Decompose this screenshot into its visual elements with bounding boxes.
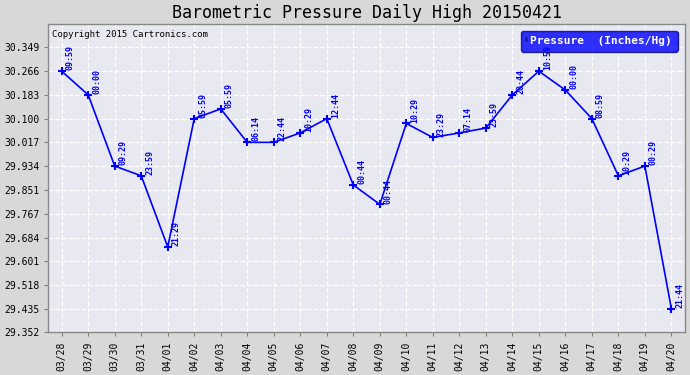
Text: 20:44: 20:44 <box>516 69 525 94</box>
Text: 21:44: 21:44 <box>676 283 684 308</box>
Text: 00:44: 00:44 <box>384 178 393 204</box>
Title: Barometric Pressure Daily High 20150421: Barometric Pressure Daily High 20150421 <box>172 4 562 22</box>
Text: 23:59: 23:59 <box>490 102 499 127</box>
Text: 09:29: 09:29 <box>119 140 128 165</box>
Text: 00:00: 00:00 <box>92 69 101 94</box>
Text: 00:44: 00:44 <box>357 159 366 184</box>
Text: 10:29: 10:29 <box>622 150 631 175</box>
Text: 09:59: 09:59 <box>66 45 75 70</box>
Text: 10:59: 10:59 <box>543 45 552 70</box>
Text: 06:14: 06:14 <box>251 117 260 141</box>
Text: 00:00: 00:00 <box>569 64 578 89</box>
Text: 22:44: 22:44 <box>278 117 287 141</box>
Text: 07:14: 07:14 <box>463 107 472 132</box>
Text: 10:29: 10:29 <box>304 107 313 132</box>
Text: 23:29: 23:29 <box>437 112 446 136</box>
Text: 05:59: 05:59 <box>198 93 207 118</box>
Text: 00:29: 00:29 <box>649 140 658 165</box>
Text: 10:29: 10:29 <box>411 98 420 123</box>
Text: 05:59: 05:59 <box>225 83 234 108</box>
Text: 23:59: 23:59 <box>145 150 154 175</box>
Text: 21:29: 21:29 <box>172 221 181 246</box>
Text: 08:59: 08:59 <box>596 93 605 118</box>
Text: 12:44: 12:44 <box>331 93 339 118</box>
Legend: Pressure  (Inches/Hg): Pressure (Inches/Hg) <box>521 31 678 52</box>
Text: Copyright 2015 Cartronics.com: Copyright 2015 Cartronics.com <box>52 30 208 39</box>
